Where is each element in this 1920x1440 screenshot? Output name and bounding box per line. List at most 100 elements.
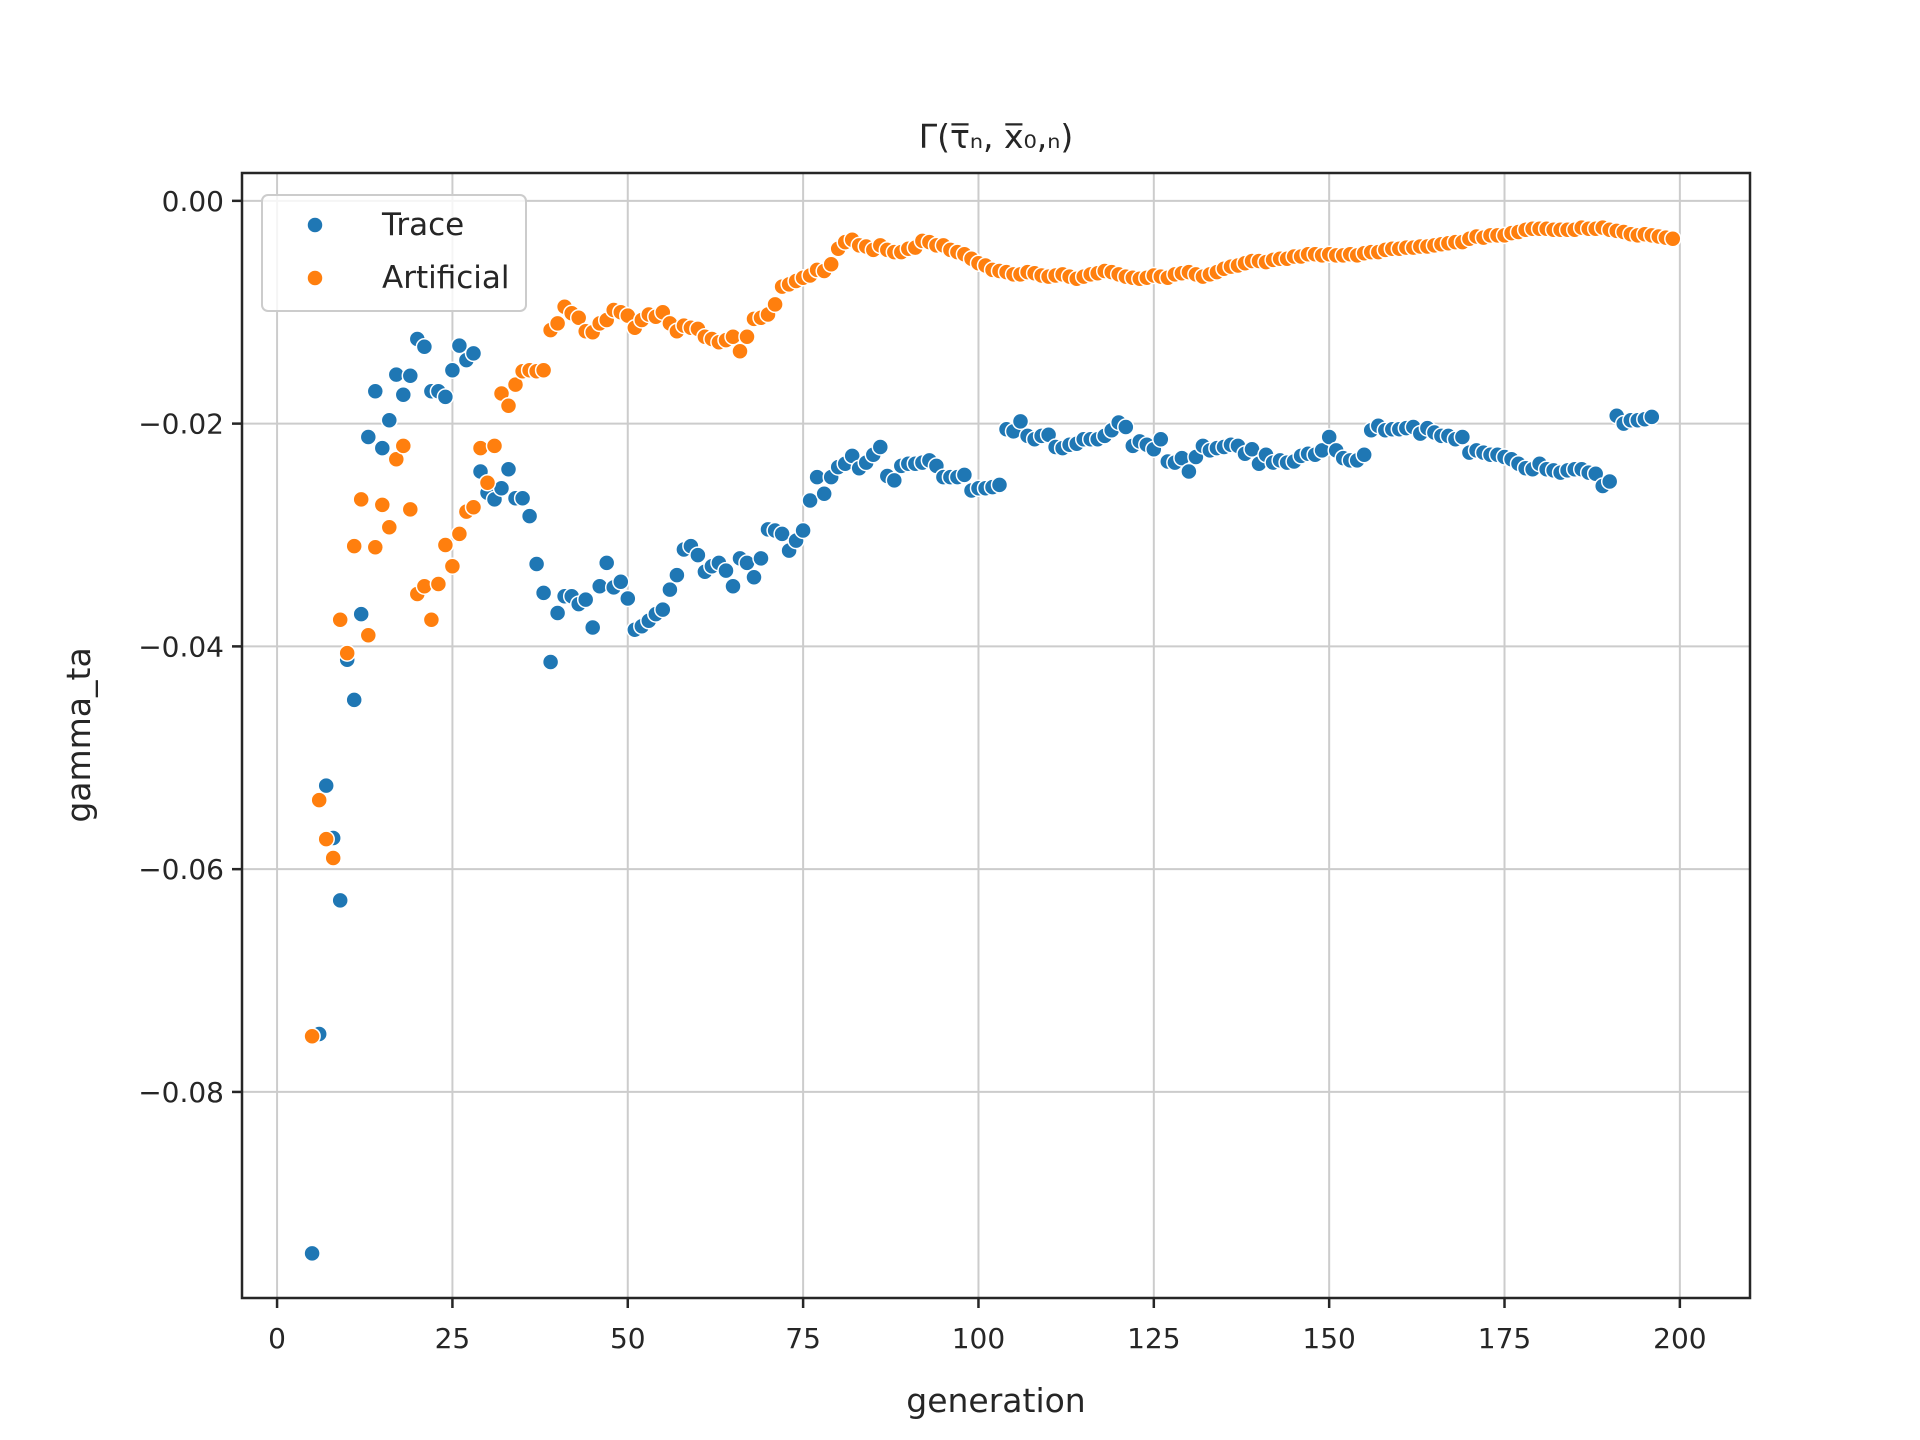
data-point-trace — [534, 584, 553, 602]
x-tick-label: 200 — [1653, 1322, 1706, 1355]
data-point-trace — [317, 776, 335, 795]
data-point-artificial — [548, 314, 567, 333]
data-point-trace — [955, 466, 974, 484]
data-point-artificial — [534, 361, 553, 379]
data-point-artificial — [331, 610, 349, 629]
data-point-trace — [1643, 408, 1661, 426]
y-tick-label: −0.02 — [138, 408, 224, 441]
data-points — [303, 218, 1682, 1263]
data-point-trace — [1117, 418, 1135, 436]
data-point-trace — [871, 438, 890, 456]
data-point-trace — [885, 471, 904, 490]
data-point-trace — [450, 336, 469, 355]
data-point-trace — [1355, 446, 1373, 464]
data-point-trace — [815, 485, 833, 503]
data-point-trace — [345, 691, 363, 709]
data-point-trace — [541, 653, 560, 671]
data-point-trace — [752, 549, 770, 568]
data-point-artificial — [485, 437, 504, 455]
data-point-trace — [303, 1244, 321, 1263]
data-point-trace — [499, 460, 518, 479]
series-artificial — [303, 218, 1682, 1045]
data-point-trace — [689, 546, 707, 564]
data-point-trace — [990, 476, 1009, 494]
data-point-trace — [513, 489, 532, 507]
data-point-trace — [373, 439, 392, 457]
data-point-trace — [1011, 412, 1030, 431]
data-point-trace — [612, 573, 630, 591]
data-point-trace — [520, 507, 539, 525]
data-point-artificial — [310, 791, 328, 809]
legend-label-artificial: Artificial — [382, 260, 510, 296]
chart-title: Γ(τ̅ₙ, x̅₀,ₙ) — [919, 117, 1074, 156]
data-point-artificial — [731, 342, 749, 360]
data-point-trace — [801, 491, 819, 510]
data-point-trace — [352, 605, 370, 623]
data-point-artificial — [738, 327, 756, 346]
data-point-artificial — [478, 473, 497, 492]
data-point-trace — [668, 566, 686, 584]
data-point-trace — [331, 891, 349, 910]
data-point-trace — [394, 385, 413, 404]
data-point-trace — [583, 618, 602, 637]
x-tick-label: 100 — [952, 1322, 1005, 1355]
data-point-artificial — [338, 644, 356, 662]
data-point-trace — [548, 604, 567, 622]
legend: Trace Artificial — [261, 194, 527, 312]
data-point-trace — [436, 388, 455, 406]
data-point-artificial — [429, 575, 448, 593]
x-axis-label: generation — [906, 1381, 1085, 1420]
y-tick-label: −0.04 — [138, 630, 224, 663]
data-point-trace — [654, 600, 672, 619]
data-point-artificial — [394, 437, 413, 455]
data-point-artificial — [422, 610, 441, 629]
data-point-trace — [464, 344, 483, 363]
y-tick-label: −0.08 — [138, 1076, 224, 1109]
data-point-trace — [661, 580, 679, 599]
data-point-artificial — [443, 557, 462, 575]
data-point-artificial — [345, 537, 363, 555]
x-tick-label: 175 — [1478, 1322, 1531, 1355]
data-point-trace — [724, 577, 742, 595]
x-tick-label: 50 — [610, 1322, 646, 1355]
data-point-trace — [597, 554, 616, 572]
x-tick-label: 150 — [1302, 1322, 1355, 1355]
x-tick-label: 75 — [785, 1322, 821, 1355]
data-point-artificial — [506, 375, 525, 394]
legend-marker-artificial — [306, 269, 324, 287]
data-point-trace — [1600, 472, 1619, 491]
data-point-artificial — [401, 500, 420, 519]
data-point-artificial — [352, 490, 370, 509]
data-point-trace — [380, 411, 399, 430]
data-point-artificial — [387, 450, 406, 469]
data-point-trace — [1180, 462, 1198, 481]
x-tick-label: 0 — [268, 1322, 286, 1355]
y-tick-label: 0.00 — [162, 185, 224, 218]
grid-lines — [242, 173, 1750, 1298]
data-point-artificial — [359, 626, 378, 645]
y-tick-label: −0.06 — [138, 853, 224, 886]
data-point-trace — [773, 525, 791, 543]
data-point-trace — [794, 521, 812, 540]
data-point-trace — [576, 590, 595, 609]
data-point-trace — [366, 382, 385, 401]
data-point-artificial — [450, 525, 469, 543]
data-point-trace — [1320, 428, 1338, 446]
data-point-artificial — [436, 536, 455, 554]
data-point-artificial — [1664, 229, 1682, 248]
x-tick-label: 25 — [435, 1322, 471, 1355]
data-point-trace — [401, 366, 420, 385]
data-point-artificial — [366, 538, 385, 557]
y-axis-label: gamma_ta — [59, 647, 98, 822]
data-point-artificial — [569, 309, 588, 327]
x-tick-label: 125 — [1127, 1322, 1180, 1355]
data-point-artificial — [317, 830, 335, 848]
data-point-trace — [1152, 430, 1170, 448]
series-trace — [303, 330, 1661, 1263]
data-point-artificial — [380, 518, 399, 536]
data-point-trace — [359, 428, 378, 446]
data-point-artificial — [499, 397, 518, 415]
legend-marker-trace — [306, 216, 324, 234]
